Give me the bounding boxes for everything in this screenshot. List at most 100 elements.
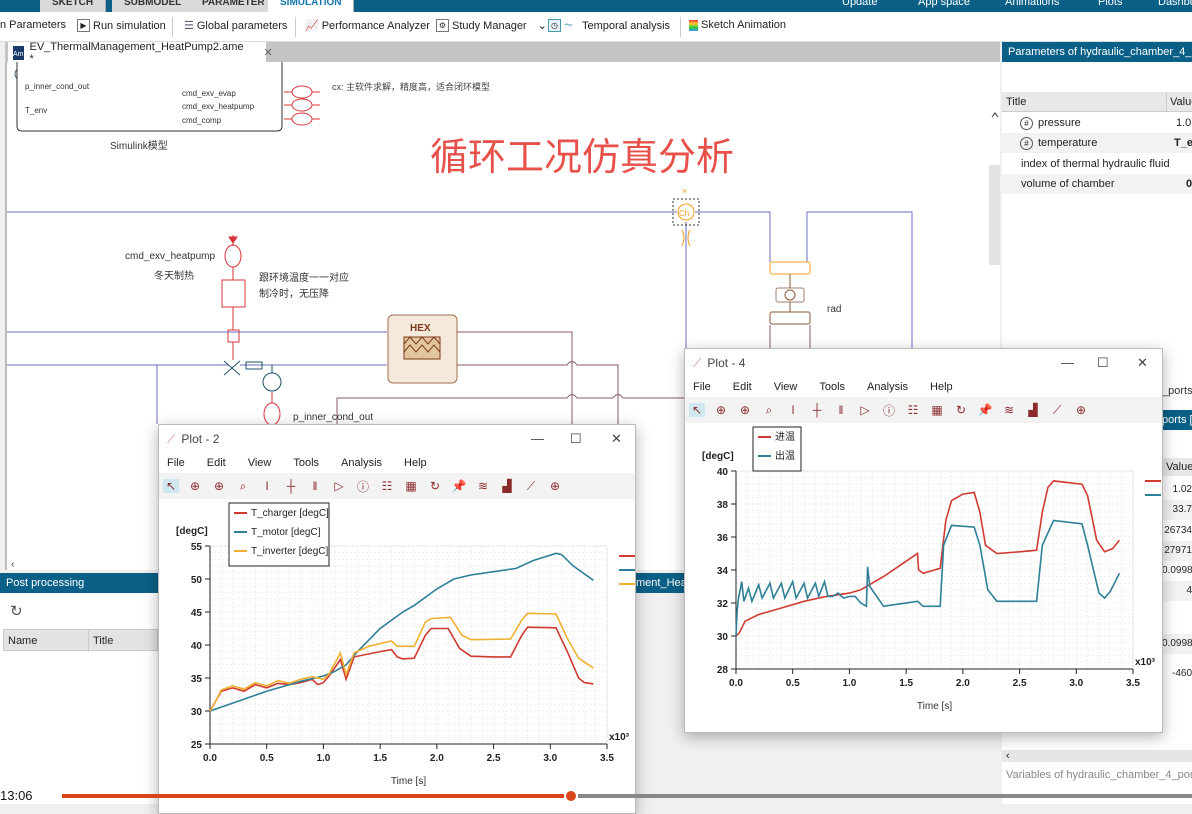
- column-value[interactable]: Value: [1166, 92, 1192, 112]
- menu-edit[interactable]: Edit: [206, 457, 226, 469]
- histogram-icon[interactable]: ▟: [502, 479, 512, 493]
- crosshair-icon[interactable]: ┼: [286, 479, 296, 493]
- curves-icon[interactable]: ≋: [1003, 403, 1015, 417]
- pin-icon[interactable]: 📌: [451, 479, 467, 493]
- video-progress-bar[interactable]: 13:06: [0, 788, 1192, 804]
- minimize-button[interactable]: —: [531, 431, 544, 446]
- zoom-reset-icon[interactable]: ⌕: [765, 402, 773, 417]
- app-space-button[interactable]: App space: [918, 0, 970, 8]
- circuit-diagram[interactable]: > p_inner_cond_out T_env cmd_exv_evap cm…: [7, 62, 1000, 570]
- refresh-icon[interactable]: ↻: [955, 403, 967, 417]
- pointer-icon[interactable]: ↖: [163, 479, 179, 493]
- temporal-analysis-button[interactable]: ◷ ⏦ Temporal analysis: [548, 19, 670, 32]
- close-button[interactable]: ✕: [1137, 355, 1148, 370]
- play-cursor-icon[interactable]: ▷: [334, 479, 344, 493]
- cursor-icon[interactable]: ǀ: [791, 403, 795, 417]
- parameters-button[interactable]: n Parameters: [0, 19, 66, 31]
- simulink-block[interactable]: [16, 62, 283, 132]
- menu-help[interactable]: Help: [404, 457, 427, 469]
- run-simulation-button[interactable]: ▶ Run simulation: [77, 19, 166, 32]
- table-row[interactable]: # pressure 1.0: [1002, 113, 1192, 133]
- radiator-component[interactable]: [769, 261, 811, 325]
- zoom-area-icon[interactable]: ⊕: [189, 479, 201, 493]
- histogram-icon[interactable]: ▟: [1028, 403, 1038, 417]
- document-tab[interactable]: Am EV_ThermalManagement_HeatPump2.ame * …: [8, 41, 273, 65]
- horizontal-scrollbar[interactable]: ‹: [1002, 750, 1192, 762]
- refresh-icon[interactable]: ↻: [10, 603, 23, 620]
- column-title[interactable]: Title: [88, 630, 113, 652]
- table-row[interactable]: volume of chamber 0: [1002, 174, 1192, 194]
- global-parameters-button[interactable]: ☰ Global parameters: [184, 19, 287, 33]
- menu-view[interactable]: View: [773, 381, 798, 393]
- plot-4-chart[interactable]: 0.0 0.5 1.0 1.5 2.0 2.5 3.0 3.5 28 30 32 34 36 38 40 [d…: [685, 425, 1164, 725]
- pointer-icon[interactable]: ↖: [689, 403, 705, 417]
- plot-4-window[interactable]: ⟋ Plot - 4 — ☐ ✕ File Edit View Tools Analysi…: [684, 348, 1163, 733]
- update-button[interactable]: Update: [842, 0, 878, 8]
- double-cursor-icon[interactable]: ‖: [838, 403, 844, 417]
- table-icon[interactable]: ☷: [381, 479, 393, 493]
- pin-icon[interactable]: 📌: [977, 403, 993, 417]
- plot-2-chart[interactable]: 0.0 0.5 1.0 1.5 2.0 2.5 3.0 3.5 25 30 35 40 45 50 55 [d…: [159, 501, 637, 811]
- table-row[interactable]: # temperature T_e: [1002, 133, 1192, 153]
- menu-help[interactable]: Help: [930, 381, 953, 393]
- tab-sketch[interactable]: SKETCH: [40, 0, 107, 12]
- signal-sensors[interactable]: [284, 85, 320, 126]
- table-icon[interactable]: ☷: [907, 403, 919, 417]
- info-icon[interactable]: ⓘ: [356, 479, 369, 494]
- add-plot-icon[interactable]: ⊕: [1075, 403, 1087, 417]
- dashboard-button[interactable]: Dashbo: [1158, 0, 1192, 8]
- signal-chain[interactable]: [221, 235, 281, 426]
- valve-pump-component[interactable]: [223, 360, 282, 392]
- vertical-scrollbar[interactable]: [989, 165, 1000, 265]
- add-plot-icon[interactable]: ⊕: [549, 479, 561, 493]
- progress-track[interactable]: [62, 794, 1192, 798]
- menu-edit[interactable]: Edit: [732, 381, 752, 393]
- crosshair-icon[interactable]: ┼: [812, 403, 822, 417]
- tab-parameter[interactable]: PARAMETER: [190, 0, 278, 12]
- scroll-left-icon[interactable]: ‹: [1006, 750, 1010, 762]
- close-button[interactable]: ✕: [611, 431, 622, 446]
- menu-view[interactable]: View: [247, 457, 272, 469]
- xy-plot-icon[interactable]: ⟋: [1052, 402, 1062, 417]
- progress-knob[interactable]: [563, 789, 578, 803]
- plots-button[interactable]: Plots: [1098, 0, 1123, 8]
- scroll-up-icon[interactable]: [991, 112, 999, 118]
- refresh-icon[interactable]: ↻: [429, 479, 441, 493]
- tab-submodel[interactable]: SUBMODEL: [112, 0, 195, 12]
- zoom-in-icon[interactable]: ⊕: [213, 479, 225, 493]
- chevron-down-icon[interactable]: ⌄: [537, 20, 547, 32]
- menu-file[interactable]: File: [167, 457, 185, 469]
- heat-exchanger-component[interactable]: HEX: [387, 314, 458, 384]
- menu-tools[interactable]: Tools: [293, 457, 320, 469]
- menu-analysis[interactable]: Analysis: [341, 457, 383, 469]
- table-row[interactable]: index of thermal hydraulic fluid: [1002, 154, 1192, 174]
- zoom-in-icon[interactable]: ⊕: [739, 403, 751, 417]
- double-cursor-icon[interactable]: ‖: [312, 479, 318, 493]
- column-value[interactable]: Value: [1162, 458, 1192, 476]
- zoom-reset-icon[interactable]: ⌕: [239, 478, 247, 493]
- minimize-button[interactable]: —: [1061, 355, 1074, 370]
- animations-button[interactable]: Animations: [1005, 0, 1060, 8]
- layout-icon[interactable]: ▦: [405, 479, 417, 493]
- tab-simulation[interactable]: SIMULATION: [268, 0, 355, 12]
- performance-analyzer-button[interactable]: 📈 Performance Analyzer: [305, 19, 430, 33]
- layout-icon[interactable]: ▦: [931, 403, 943, 417]
- play-cursor-icon[interactable]: ▷: [860, 403, 870, 417]
- maximize-button[interactable]: ☐: [1097, 355, 1109, 370]
- xy-plot-icon[interactable]: ⟋: [526, 478, 536, 493]
- plot-2-window[interactable]: ⟋ Plot - 2 — ☐ ✕ File Edit View Tools Analysi…: [158, 424, 636, 814]
- menu-analysis[interactable]: Analysis: [867, 381, 909, 393]
- curves-icon[interactable]: ≋: [477, 479, 489, 493]
- cursor-icon[interactable]: ǀ: [265, 479, 269, 493]
- study-manager-button[interactable]: ⚙ Study Manager ⌄: [436, 19, 547, 32]
- scroll-left-icon[interactable]: ‹: [11, 559, 14, 570]
- sketch-animation-button[interactable]: Sketch Animation: [689, 19, 786, 31]
- menu-file[interactable]: File: [693, 381, 711, 393]
- zoom-area-icon[interactable]: ⊕: [715, 403, 727, 417]
- maximize-button[interactable]: ☐: [570, 431, 582, 446]
- close-icon[interactable]: ✕: [263, 47, 273, 59]
- column-title[interactable]: Title: [1006, 96, 1027, 108]
- info-icon[interactable]: ⓘ: [882, 403, 895, 418]
- hydraulic-chamber-component[interactable]: Ch ×: [672, 186, 700, 247]
- menu-tools[interactable]: Tools: [819, 381, 846, 393]
